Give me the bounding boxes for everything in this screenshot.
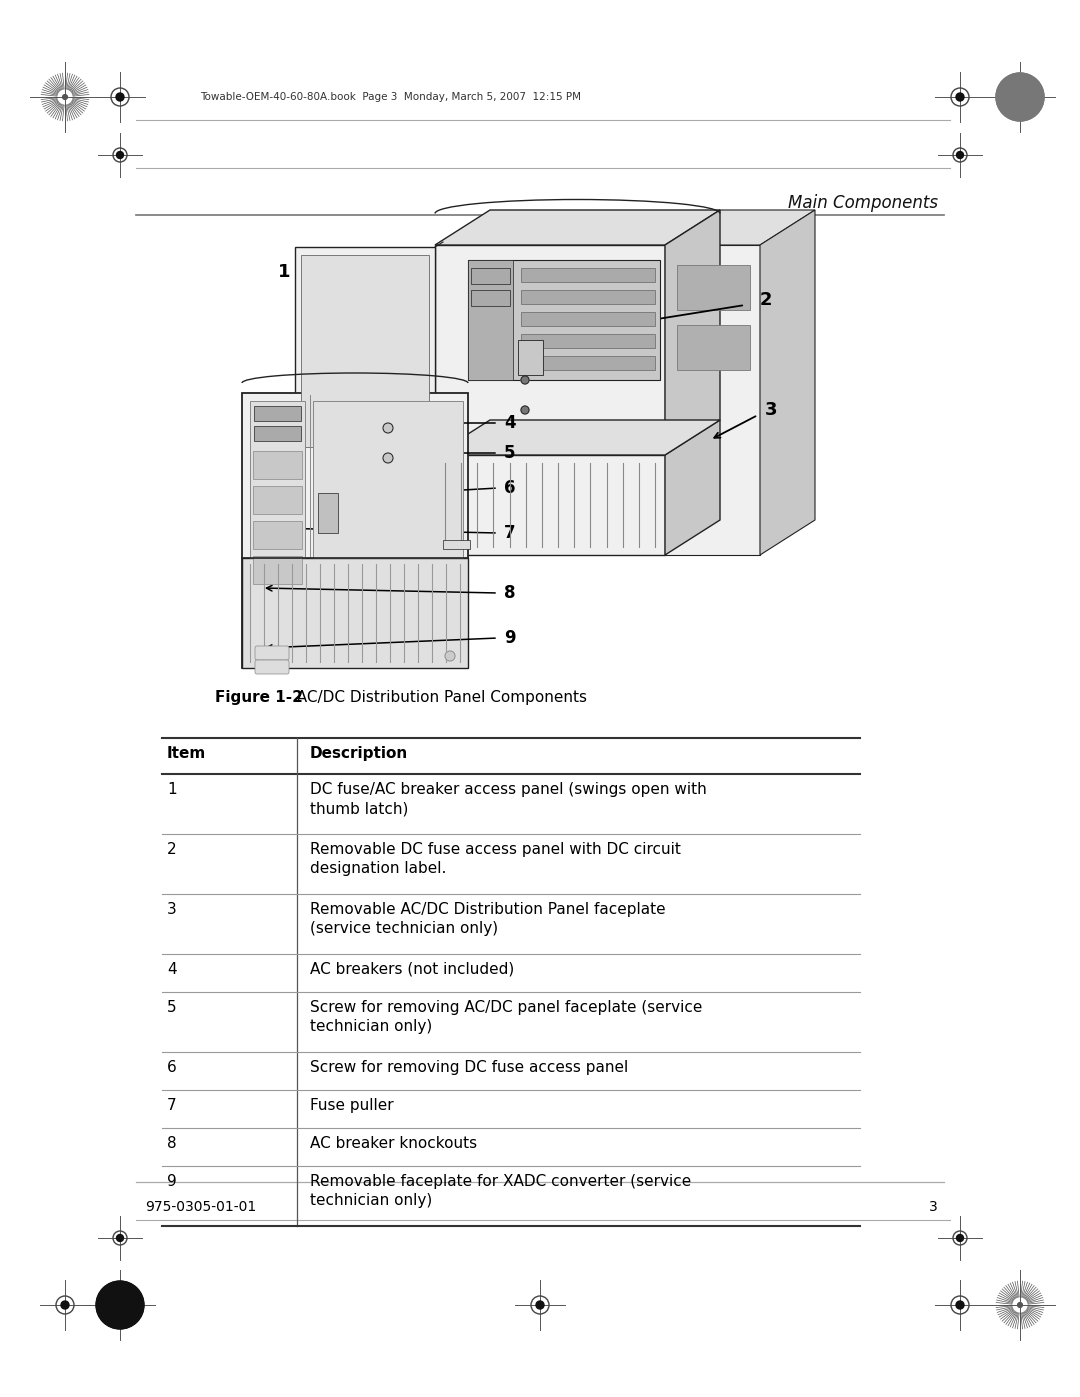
Text: (service technician only): (service technician only) — [310, 921, 498, 936]
Text: technician only): technician only) — [310, 1018, 432, 1034]
Polygon shape — [665, 210, 720, 455]
Polygon shape — [665, 210, 815, 244]
Text: DC fuse/AC breaker access panel (swings open with: DC fuse/AC breaker access panel (swings … — [310, 782, 706, 798]
Circle shape — [521, 376, 529, 384]
Text: 3: 3 — [765, 401, 778, 419]
Text: Removable DC fuse access panel with DC circuit: Removable DC fuse access panel with DC c… — [310, 842, 680, 856]
Circle shape — [63, 95, 67, 99]
Text: Main Components: Main Components — [788, 194, 939, 212]
Circle shape — [996, 73, 1044, 122]
Text: designation label.: designation label. — [310, 861, 446, 876]
Polygon shape — [435, 210, 720, 244]
Text: Screw for removing AC/DC panel faceplate (service: Screw for removing AC/DC panel faceplate… — [310, 1000, 702, 1016]
Circle shape — [957, 151, 963, 158]
Polygon shape — [665, 244, 760, 555]
Polygon shape — [313, 401, 463, 557]
Circle shape — [383, 453, 393, 462]
Text: 7: 7 — [167, 1098, 177, 1113]
Text: AC/DC Distribution Panel Components: AC/DC Distribution Panel Components — [287, 690, 588, 705]
Polygon shape — [254, 426, 301, 441]
Polygon shape — [443, 541, 470, 549]
Polygon shape — [253, 521, 302, 549]
Polygon shape — [318, 493, 338, 534]
Circle shape — [60, 1301, 69, 1309]
Polygon shape — [471, 291, 510, 306]
Polygon shape — [253, 556, 302, 584]
Text: 6: 6 — [504, 479, 515, 497]
Text: Removable AC/DC Distribution Panel faceplate: Removable AC/DC Distribution Panel facep… — [310, 902, 665, 916]
Text: 9: 9 — [504, 629, 515, 647]
Polygon shape — [254, 407, 301, 420]
Text: 2: 2 — [760, 291, 772, 309]
Polygon shape — [665, 420, 720, 555]
Circle shape — [956, 1301, 964, 1309]
Polygon shape — [518, 339, 543, 374]
Polygon shape — [242, 557, 468, 668]
Polygon shape — [521, 291, 654, 305]
Text: 3: 3 — [929, 1200, 939, 1214]
Polygon shape — [521, 334, 654, 348]
Text: Item: Item — [167, 746, 206, 761]
Polygon shape — [521, 268, 654, 282]
Polygon shape — [521, 356, 654, 370]
Text: 1: 1 — [278, 263, 291, 281]
Polygon shape — [677, 326, 750, 370]
Polygon shape — [253, 486, 302, 514]
Circle shape — [445, 651, 455, 661]
Circle shape — [117, 1235, 123, 1242]
Polygon shape — [253, 451, 302, 479]
Polygon shape — [249, 401, 305, 557]
Text: Removable faceplate for XADC converter (service: Removable faceplate for XADC converter (… — [310, 1173, 691, 1189]
Text: 7: 7 — [504, 524, 515, 542]
Text: 2: 2 — [167, 842, 177, 856]
Polygon shape — [471, 268, 510, 284]
Circle shape — [521, 407, 529, 414]
Circle shape — [957, 1235, 963, 1242]
Text: 5: 5 — [167, 1000, 177, 1016]
Text: Description: Description — [310, 746, 408, 761]
Polygon shape — [295, 247, 435, 455]
Text: Figure 1-2: Figure 1-2 — [215, 690, 302, 705]
Text: 3: 3 — [167, 902, 177, 916]
Circle shape — [383, 423, 393, 433]
Text: technician only): technician only) — [310, 1193, 432, 1208]
Text: thumb latch): thumb latch) — [310, 800, 408, 816]
Polygon shape — [301, 256, 429, 447]
Text: AC breakers (not included): AC breakers (not included) — [310, 963, 514, 977]
Circle shape — [1017, 1302, 1023, 1308]
Text: Towable-OEM-40-60-80A.book  Page 3  Monday, March 5, 2007  12:15 PM: Towable-OEM-40-60-80A.book Page 3 Monday… — [200, 92, 581, 102]
Text: 1: 1 — [167, 782, 177, 798]
FancyBboxPatch shape — [255, 659, 289, 673]
Polygon shape — [468, 260, 660, 380]
Polygon shape — [242, 393, 468, 668]
Text: Screw for removing DC fuse access panel: Screw for removing DC fuse access panel — [310, 1060, 629, 1076]
Text: 4: 4 — [504, 414, 515, 432]
Text: 4: 4 — [167, 963, 177, 977]
Text: 5: 5 — [504, 444, 515, 462]
FancyBboxPatch shape — [255, 645, 289, 659]
Polygon shape — [435, 244, 665, 455]
Text: 975-0305-01-01: 975-0305-01-01 — [145, 1200, 256, 1214]
Text: 8: 8 — [167, 1136, 177, 1151]
Text: Fuse puller: Fuse puller — [310, 1098, 393, 1113]
Circle shape — [116, 94, 124, 101]
Polygon shape — [521, 312, 654, 326]
Circle shape — [536, 1301, 544, 1309]
Polygon shape — [677, 265, 750, 310]
Text: 9: 9 — [167, 1173, 177, 1189]
Polygon shape — [435, 455, 665, 555]
Circle shape — [956, 94, 964, 101]
Polygon shape — [468, 260, 513, 380]
Text: 6: 6 — [167, 1060, 177, 1076]
Circle shape — [996, 73, 1044, 122]
Text: AC breaker knockouts: AC breaker knockouts — [310, 1136, 477, 1151]
Polygon shape — [435, 420, 720, 455]
Circle shape — [117, 151, 123, 158]
Circle shape — [96, 1281, 144, 1329]
Text: 8: 8 — [504, 584, 515, 602]
Polygon shape — [760, 210, 815, 555]
